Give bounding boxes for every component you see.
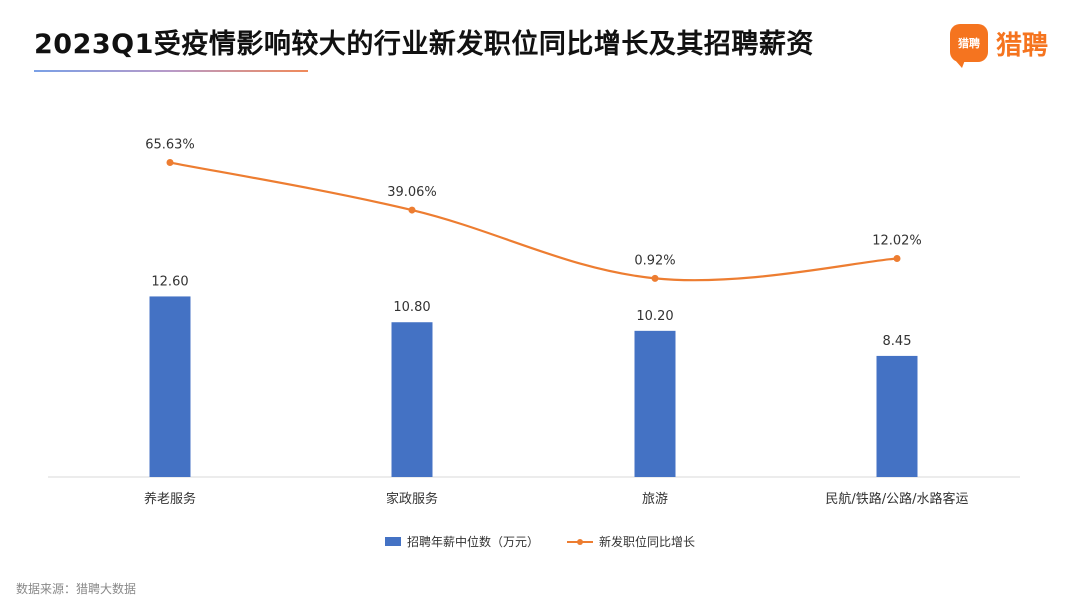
growth-line [169, 161, 898, 282]
line-value-label-2: 0.92% [634, 253, 675, 268]
logo-text: 猎聘 [996, 30, 1049, 61]
legend-line-swatch [567, 538, 593, 545]
legend-item-line[interactable]: 新发职位同比增长 [567, 533, 695, 550]
legend-line-label: 新发职位同比增长 [599, 535, 696, 549]
legend-bar-swatch [384, 537, 401, 546]
logo-badge-text: 猎聘 [958, 37, 980, 50]
bar-1 [391, 322, 433, 477]
line-value-label-0: 65.63% [145, 138, 195, 153]
bar-3 [876, 355, 918, 477]
bar-2 [634, 330, 676, 477]
bar-value-label-3: 8.45 [883, 334, 912, 349]
line-point-3 [893, 254, 901, 262]
chart-title: 2023Q1受疫情影响较大的行业新发职位同比增长及其招聘薪资 [34, 29, 814, 60]
bar-value-label-2: 10.20 [636, 309, 673, 324]
chart-legend: 招聘年薪中位数（万元） 新发职位同比增长 [0, 533, 1080, 550]
line-value-label-3: 12.02% [872, 233, 922, 248]
line-point-2 [651, 274, 659, 282]
bar-value-label-0: 12.60 [151, 274, 188, 289]
logo-badge-icon: 猎聘 [950, 24, 988, 68]
line-point-1 [408, 206, 416, 214]
bar-0 [149, 296, 191, 477]
liepin-logo: 猎聘 猎聘 [950, 23, 1049, 68]
category-label-0: 养老服务 [144, 491, 196, 507]
legend-item-bar[interactable]: 招聘年薪中位数（万元） [384, 533, 539, 550]
legend-bar-label: 招聘年薪中位数（万元） [406, 535, 539, 549]
bar-value-label-1: 10.80 [393, 300, 430, 315]
category-label-1: 家政服务 [386, 491, 438, 507]
data-source: 数据来源：猎聘大数据 [16, 582, 137, 596]
category-label-3: 民航/铁路/公路/水路客运 [825, 491, 968, 507]
category-label-2: 旅游 [642, 492, 668, 507]
title-underline [34, 70, 308, 72]
line-value-label-1: 39.06% [387, 185, 437, 200]
line-point-0 [166, 159, 174, 167]
